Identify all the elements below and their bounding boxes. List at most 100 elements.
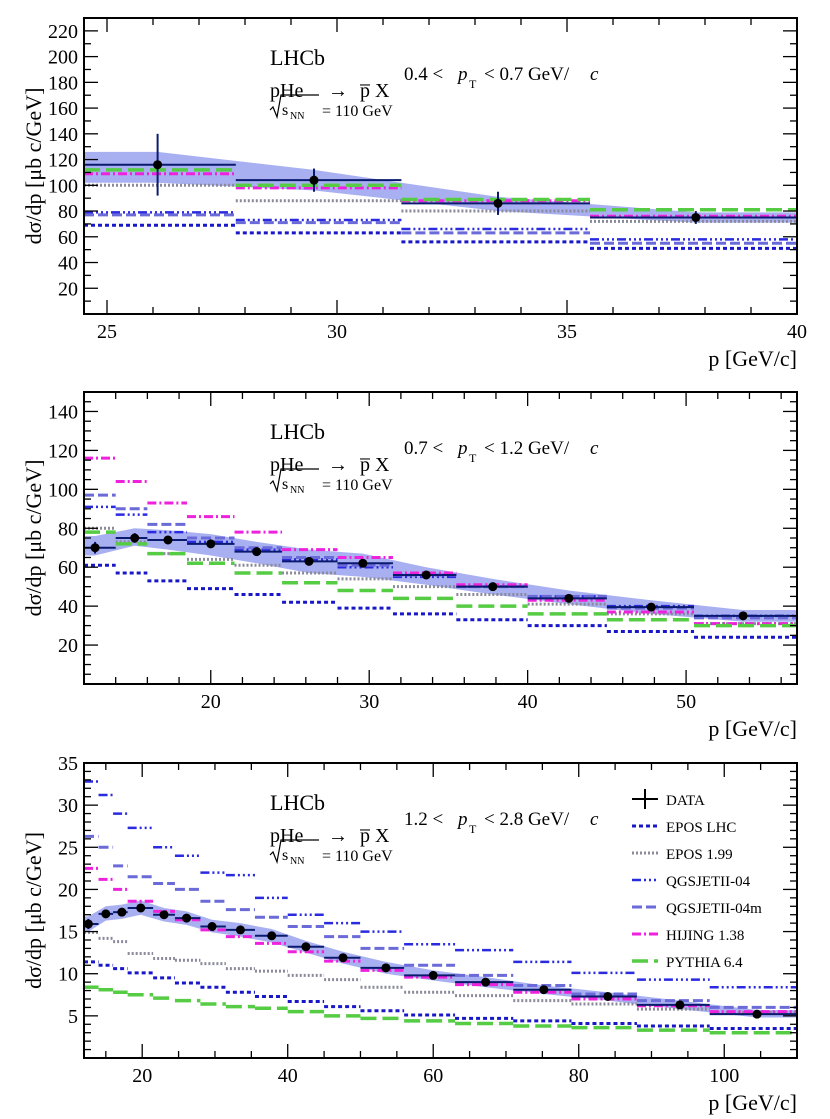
data-point	[287, 942, 325, 952]
y-tick-label: 5	[68, 1006, 78, 1028]
y-tick-label: 60	[58, 227, 78, 249]
series-epos_199	[84, 930, 797, 1014]
legend-label: EPOS 1.99	[666, 847, 733, 863]
panel-3: 5 10 15 20 25 30 35 20 40 60 80 100 dσ/dp [μb c/GeV]…	[21, 753, 798, 1115]
series-pythia	[84, 985, 797, 1035]
y-tick-label: 160	[48, 98, 78, 120]
plot-frame	[83, 17, 798, 315]
process-rhs: p̅ X	[359, 825, 390, 847]
x-tick-label: 30	[359, 691, 379, 713]
plot-area	[84, 456, 797, 639]
sqrt-s: s	[282, 847, 288, 864]
pt-high: < 1.2 GeV/	[484, 438, 570, 459]
y-axis: 5 10 15 20 25 30 35	[58, 753, 797, 1059]
y-tick-label: 20	[58, 879, 78, 901]
data-point	[404, 970, 456, 980]
y-tick-label: 140	[48, 124, 78, 146]
data-marker	[428, 970, 438, 980]
pt-c: c	[590, 64, 599, 85]
legend-item: PYTHIA 6.4	[632, 955, 743, 971]
data-series	[84, 903, 797, 1019]
series-epos_lhc	[84, 960, 797, 1030]
process-arrow: →	[328, 454, 348, 476]
series-qgsjet_m	[84, 213, 797, 245]
legend-item: EPOS LHC	[632, 820, 736, 836]
data-marker	[309, 175, 319, 185]
data-point	[709, 1009, 797, 1019]
data-marker	[752, 1009, 762, 1019]
pt-var: p	[456, 438, 468, 459]
pt-sub: T	[469, 451, 477, 465]
data-point	[571, 991, 637, 1001]
experiment-label: LHCb	[270, 419, 325, 444]
sqrt-s: s	[282, 476, 288, 493]
data-marker	[738, 611, 748, 621]
series-hijing	[84, 456, 797, 626]
experiment-label: LHCb	[270, 45, 325, 70]
y-axis: 20 40 60 80 100 120 140 160 180 200 220	[48, 17, 797, 315]
series-epos_lhc	[84, 563, 797, 639]
pt-var: p	[456, 809, 468, 830]
process-lhs: pHe	[270, 454, 303, 476]
data-point	[590, 211, 797, 224]
data-marker	[646, 602, 656, 612]
legend-item: HIJING 1.38	[632, 928, 744, 944]
x-tick-label: 100	[709, 1065, 739, 1087]
data-marker	[493, 198, 503, 208]
series-qgsjet	[84, 211, 797, 241]
data-point	[694, 611, 797, 621]
x-tick-label: 60	[423, 1065, 443, 1087]
data-marker	[381, 963, 391, 973]
x-tick-label: 25	[97, 321, 117, 343]
sqrt-sub: NN	[290, 485, 304, 496]
data-point	[455, 977, 514, 987]
x-tick-label: 50	[676, 691, 696, 713]
data-marker	[163, 535, 173, 545]
data-marker	[207, 922, 217, 932]
data-marker	[488, 582, 498, 592]
experiment-label: LHCb	[270, 790, 325, 815]
data-point	[127, 903, 154, 913]
pt-var: p	[456, 64, 468, 85]
data-marker	[421, 570, 431, 580]
sqrt-sign	[269, 839, 319, 865]
data-point	[360, 963, 405, 973]
panel-2: 20 40 60 80 100 120 140 20 30 40 50 dσ/dp [μb c/GeV…	[21, 391, 798, 741]
data-point	[225, 925, 255, 935]
x-axis-title: p [GeV/c]	[708, 716, 797, 741]
y-axis-title: dσ/dp [μb c/GeV]	[21, 460, 46, 617]
data-point	[113, 907, 128, 917]
y-tick-label: 100	[48, 175, 78, 197]
data-point	[401, 191, 590, 215]
y-axis-title: dσ/dp [μb c/GeV]	[21, 88, 46, 245]
panel-1: 20 40 60 80 100 120 140 160 180 200 220 25 30 35 40 dσ/…	[21, 17, 807, 371]
data-point	[98, 909, 114, 919]
x-tick-label: 40	[787, 321, 807, 343]
data-marker	[304, 556, 314, 566]
data-point	[200, 922, 226, 932]
y-tick-label: 30	[58, 795, 78, 817]
y-tick-label: 80	[58, 201, 78, 223]
y-tick-label: 80	[58, 518, 78, 540]
data-point	[84, 918, 99, 930]
y-tick-label: 120	[48, 150, 78, 172]
data-marker	[252, 547, 262, 557]
legend-label: QGSJETII-04	[666, 874, 751, 890]
y-tick-label: 20	[58, 278, 78, 300]
x-tick-label: 40	[518, 691, 538, 713]
x-axis: 20 30 40 50	[83, 392, 782, 713]
y-tick-label: 60	[58, 557, 78, 579]
process-arrow: →	[328, 80, 348, 102]
pt-c: c	[590, 809, 599, 830]
pt-low: 1.2 <	[404, 809, 443, 830]
data-point	[186, 539, 235, 549]
plot-area	[84, 133, 797, 250]
pt-low: 0.7 <	[404, 438, 443, 459]
plot-frame	[83, 762, 798, 1059]
data-series	[84, 533, 797, 621]
process-lhs: pHe	[270, 825, 303, 847]
pt-c: c	[590, 438, 599, 459]
y-axis: 20 40 60 80 100 120 140	[48, 391, 797, 685]
sqrt-s: s	[282, 102, 288, 119]
data-marker	[182, 913, 192, 923]
